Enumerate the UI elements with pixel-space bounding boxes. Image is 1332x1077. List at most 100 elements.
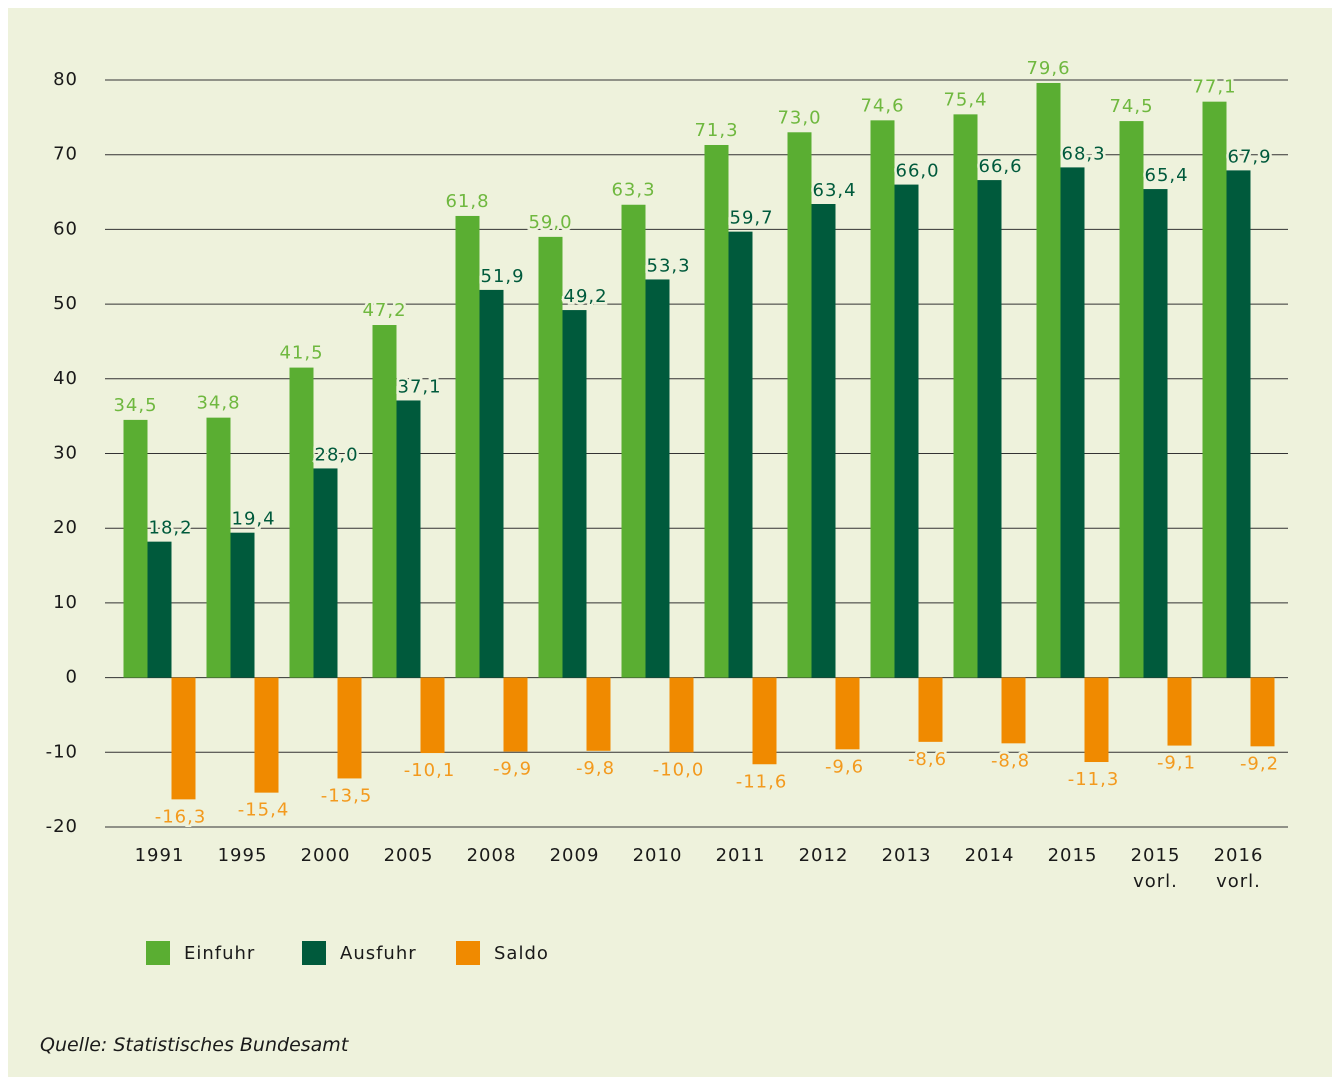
- x-tick-label: 2011: [715, 845, 766, 866]
- bar: [1226, 170, 1251, 678]
- y-tick-label: 70: [53, 144, 78, 165]
- value-label: 34,8: [196, 393, 240, 414]
- x-tick-label: 2010: [632, 845, 683, 866]
- value-label: -10,0: [653, 759, 705, 780]
- bar: [396, 400, 421, 678]
- bar: [704, 144, 729, 678]
- y-tick-label: 30: [53, 443, 78, 464]
- bar: [669, 677, 694, 753]
- x-tick-label: 2009: [549, 845, 600, 866]
- bar: [230, 532, 255, 678]
- value-label: 59,7: [730, 208, 774, 229]
- x-tick-label: 2015: [1047, 845, 1098, 866]
- value-label: 61,8: [445, 191, 489, 212]
- value-label: -9,6: [825, 756, 864, 777]
- bar: [372, 325, 397, 678]
- bar: [455, 215, 480, 678]
- legend-label: Ausfuhr: [340, 943, 417, 964]
- bar: [894, 184, 919, 678]
- bar: [171, 677, 196, 800]
- value-label: 65,4: [1145, 165, 1189, 186]
- y-tick-label: -20: [46, 816, 78, 837]
- x-tick-label: 2014: [964, 845, 1015, 866]
- bar: [1119, 121, 1144, 678]
- value-label: 75,4: [943, 89, 987, 110]
- bar: [835, 677, 860, 750]
- bar: [728, 231, 753, 678]
- bar: [1167, 677, 1192, 746]
- bar: [787, 132, 812, 678]
- bar: [479, 289, 504, 678]
- value-label: -13,5: [321, 785, 373, 806]
- y-tick-label: 10: [53, 592, 78, 613]
- bar: [870, 120, 895, 678]
- bar: [337, 677, 362, 779]
- source: Quelle: Statistisches Bundesamt: [40, 1034, 349, 1056]
- y-tick-label: 60: [53, 218, 78, 239]
- value-label: 71,3: [694, 120, 738, 141]
- value-label: -11,3: [1068, 769, 1120, 790]
- value-label: 37,1: [398, 376, 442, 397]
- y-tick-label: -10: [46, 741, 78, 762]
- legend-swatch: [302, 941, 326, 965]
- value-label: 73,0: [777, 107, 821, 128]
- bar: [420, 677, 445, 754]
- value-label: -9,1: [1157, 753, 1196, 774]
- bar: [206, 417, 231, 678]
- value-label: 79,6: [1026, 58, 1070, 79]
- x-tick-label: 2012: [798, 845, 849, 866]
- bar: [1060, 167, 1085, 678]
- value-label: 67,9: [1228, 146, 1272, 167]
- bar: [1250, 677, 1275, 747]
- x-tick-label: 2005: [383, 845, 434, 866]
- value-label: 77,1: [1192, 77, 1236, 98]
- value-label: 74,5: [1109, 96, 1153, 117]
- value-label: 66,0: [896, 161, 940, 182]
- value-label: 28,0: [315, 444, 359, 465]
- value-label: -11,6: [736, 771, 788, 792]
- x-tick-label: 2013: [881, 845, 932, 866]
- y-tick-label: 40: [53, 368, 78, 389]
- bar: [953, 114, 978, 678]
- bar: [562, 310, 587, 678]
- legend-swatch: [146, 941, 170, 965]
- legend-label: Saldo: [494, 943, 549, 964]
- bar: [1036, 82, 1061, 678]
- value-label: 18,2: [149, 518, 193, 539]
- value-label: -15,4: [238, 800, 290, 821]
- value-label: -16,3: [155, 806, 207, 827]
- legend-swatch: [456, 941, 480, 965]
- x-tick-label: 2016 vorl.: [1213, 845, 1264, 892]
- y-tick-label: 80: [53, 69, 78, 90]
- value-label: 63,4: [813, 180, 857, 201]
- bar: [147, 541, 172, 678]
- value-label: 59,0: [528, 212, 572, 233]
- value-label: 34,5: [113, 395, 157, 416]
- bar: [1143, 189, 1168, 678]
- value-label: 68,3: [1062, 143, 1106, 164]
- bar: [1084, 677, 1109, 763]
- bar: [645, 279, 670, 678]
- x-tick-label: 1995: [217, 845, 268, 866]
- value-label: -8,8: [991, 750, 1030, 771]
- value-label: 49,2: [564, 286, 608, 307]
- value-label: -9,9: [493, 759, 532, 780]
- bar: [811, 204, 836, 678]
- value-label: 66,6: [979, 156, 1023, 177]
- value-label: 47,2: [362, 300, 406, 321]
- y-tick-label: 50: [53, 293, 78, 314]
- value-label: 63,3: [611, 180, 655, 201]
- bar: [1202, 101, 1227, 678]
- bar: [289, 367, 314, 678]
- bar: [586, 677, 611, 751]
- value-label: 74,6: [860, 95, 904, 116]
- bar: [918, 677, 943, 742]
- bar: [538, 236, 563, 678]
- bar: [123, 419, 148, 678]
- legend-label: Einfuhr: [184, 943, 255, 964]
- x-tick-label: 2008: [466, 845, 517, 866]
- value-label: -10,1: [404, 760, 456, 781]
- value-label: -8,6: [908, 749, 947, 770]
